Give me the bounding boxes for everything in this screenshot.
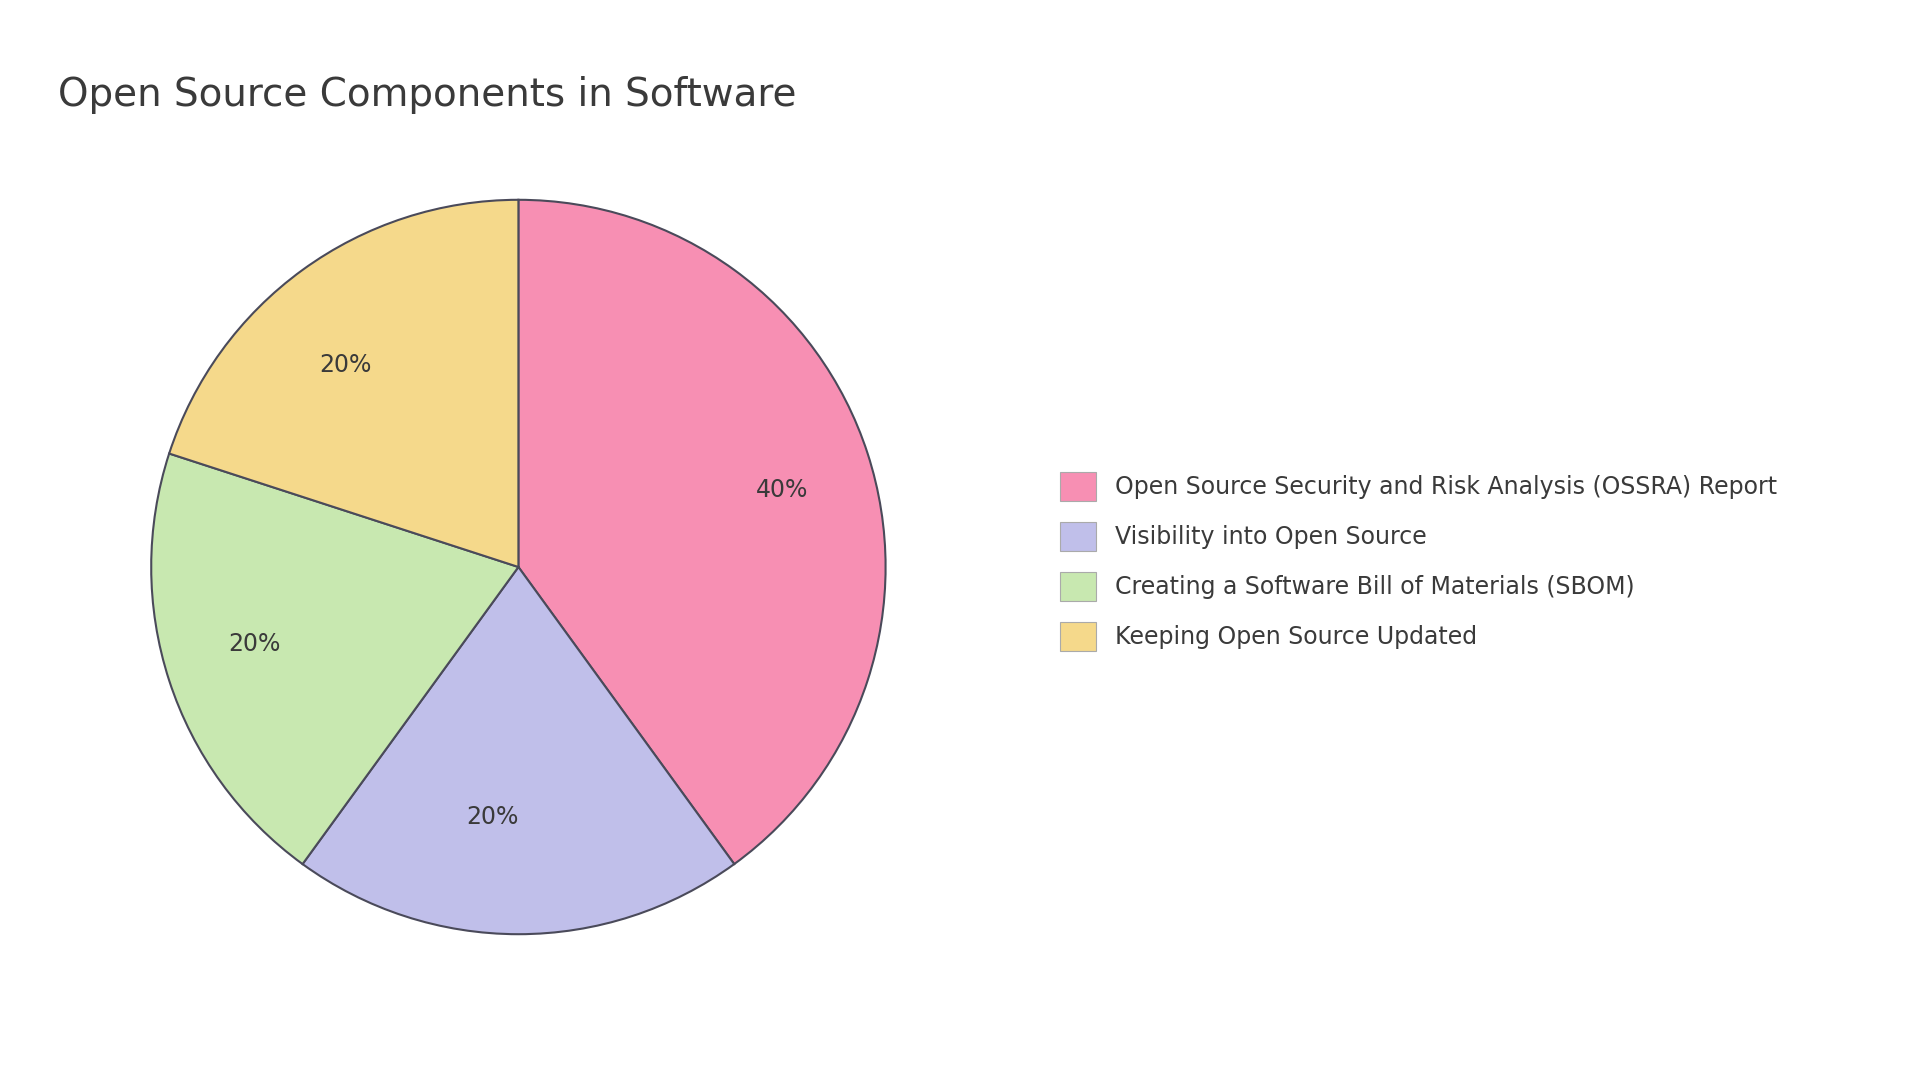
- Legend: Open Source Security and Risk Analysis (OSSRA) Report, Visibility into Open Sour: Open Source Security and Risk Analysis (…: [1048, 460, 1789, 663]
- Text: Open Source Components in Software: Open Source Components in Software: [58, 76, 797, 113]
- Text: 20%: 20%: [467, 805, 518, 828]
- Text: 40%: 40%: [756, 477, 808, 502]
- Text: 20%: 20%: [319, 353, 372, 377]
- Wedge shape: [303, 567, 733, 934]
- Wedge shape: [169, 200, 518, 567]
- Wedge shape: [152, 454, 518, 864]
- Wedge shape: [518, 200, 885, 864]
- Text: 20%: 20%: [228, 632, 280, 657]
